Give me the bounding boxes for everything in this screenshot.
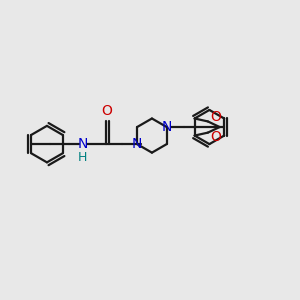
Text: O: O xyxy=(210,130,221,144)
Text: O: O xyxy=(210,110,221,124)
Text: N: N xyxy=(132,137,142,151)
Text: N: N xyxy=(77,137,88,151)
Text: N: N xyxy=(161,120,172,134)
Text: H: H xyxy=(78,152,87,164)
Text: O: O xyxy=(101,104,112,118)
